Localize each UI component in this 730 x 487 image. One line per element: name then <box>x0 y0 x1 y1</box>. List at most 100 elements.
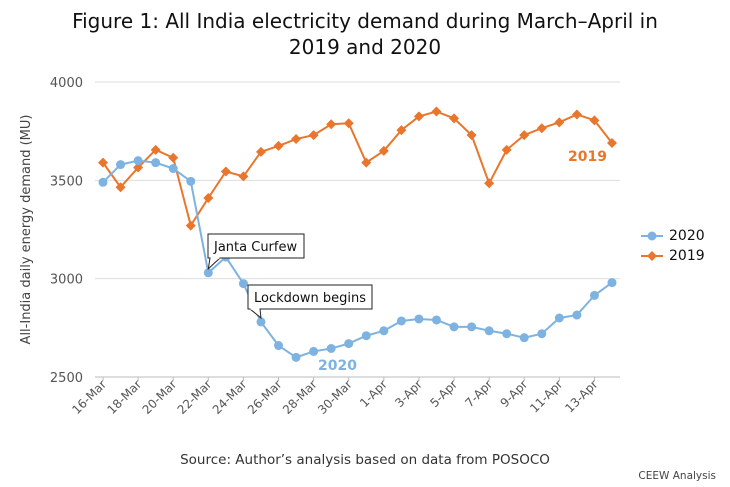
point-2020 <box>238 279 248 289</box>
x-tick-label: 26-Mar <box>245 377 285 417</box>
point-2020 <box>449 322 459 332</box>
x-tick-label: 28-Mar <box>280 377 320 417</box>
x-tick-label: 11-Apr <box>527 377 565 415</box>
title-line-1: Figure 1: All India electricity demand d… <box>72 9 658 33</box>
point-2019 <box>413 111 424 122</box>
point-2020 <box>274 341 284 351</box>
point-2020 <box>607 278 617 288</box>
point-2020 <box>554 313 564 323</box>
annotation-box <box>207 233 305 259</box>
point-2019 <box>273 140 284 151</box>
point-2020 <box>502 329 512 339</box>
credit-note: CEEW Analysis <box>638 470 716 482</box>
point-2019 <box>484 178 495 189</box>
legend: 2020 2019 <box>641 226 705 266</box>
point-2020 <box>98 177 108 187</box>
point-2020 <box>168 164 178 174</box>
legend-label-2020: 2020 <box>669 228 705 244</box>
point-2019 <box>255 146 266 157</box>
point-2020 <box>291 352 301 362</box>
x-tick-label: 18-Mar <box>104 377 144 417</box>
point-2019 <box>607 137 617 148</box>
series-label-2019: 2019 <box>568 149 607 165</box>
point-2020 <box>151 158 161 168</box>
legend-label-2019: 2019 <box>669 248 705 264</box>
point-2020 <box>414 314 424 324</box>
series-line-2020 <box>102 159 613 359</box>
point-2019 <box>571 109 582 120</box>
point-2019 <box>554 117 565 128</box>
point-2020 <box>572 310 582 320</box>
point-2019 <box>589 115 600 126</box>
point-2020 <box>379 326 389 336</box>
point-2019 <box>449 113 460 124</box>
point-2020 <box>537 329 547 339</box>
annotation-pointer <box>249 308 262 320</box>
point-2020 <box>589 290 599 300</box>
point-2019 <box>343 118 354 129</box>
annotation-callout: Lockdown begins <box>247 284 373 320</box>
point-2020 <box>116 160 126 170</box>
point-2020 <box>309 346 319 356</box>
point-2019 <box>536 123 547 134</box>
point-2019 <box>361 157 372 168</box>
annotation-text: Lockdown begins <box>254 291 366 306</box>
chart-title: Figure 1: All India electricity demand d… <box>0 8 730 60</box>
point-2020 <box>361 331 371 341</box>
point-2019 <box>185 220 196 231</box>
point-2019 <box>150 144 161 155</box>
annotation-box <box>247 284 373 310</box>
x-tick-label: 5-Apr <box>427 377 460 410</box>
series-label-2020: 2020 <box>318 358 357 374</box>
x-tick-label: 7-Apr <box>462 377 495 410</box>
annotation-text: Janta Curfew <box>213 240 297 255</box>
point-2019 <box>326 119 337 130</box>
point-2019 <box>168 152 179 163</box>
point-2019 <box>238 171 249 182</box>
y-tick-label: 3000 <box>50 273 83 288</box>
point-2020 <box>326 343 336 353</box>
annotation-pointer <box>207 257 221 271</box>
point-2019 <box>98 157 108 168</box>
point-2019 <box>133 162 144 173</box>
y-tick-label: 4000 <box>50 76 83 91</box>
x-tick-label: 1-Apr <box>357 377 390 410</box>
x-tick-label: 3-Apr <box>392 377 425 410</box>
point-2019 <box>115 182 126 193</box>
source-note: Source: Author’s analysis based on data … <box>180 452 550 468</box>
point-2020 <box>203 268 213 278</box>
point-2019 <box>431 106 442 117</box>
point-2019 <box>308 130 319 141</box>
point-2020 <box>186 176 196 186</box>
legend-swatch-2020 <box>641 231 663 241</box>
x-tick-label: 9-Apr <box>498 377 531 410</box>
series-line-2019 <box>102 110 613 229</box>
x-tick-label: 24-Mar <box>210 377 250 417</box>
point-2019 <box>519 130 530 141</box>
annotation-callout: Janta Curfew <box>207 233 305 271</box>
point-2019 <box>378 145 389 156</box>
point-2019 <box>291 134 302 145</box>
point-2020 <box>133 156 143 166</box>
legend-item-2019[interactable]: 2019 <box>641 246 705 266</box>
point-2020 <box>467 322 477 332</box>
title-line-2: 2019 and 2020 <box>288 35 442 59</box>
point-2019 <box>220 166 231 177</box>
x-tick-label: 13-Apr <box>562 377 600 415</box>
point-2020 <box>256 317 266 327</box>
x-tick-label: 22-Mar <box>175 377 215 417</box>
y-tick-label: 2500 <box>50 371 83 386</box>
point-2020 <box>396 316 406 326</box>
point-2019 <box>396 125 407 136</box>
point-2019 <box>466 130 477 141</box>
point-2019 <box>501 144 512 155</box>
x-tick-label: 30-Mar <box>315 377 355 417</box>
legend-item-2020[interactable]: 2020 <box>641 226 705 246</box>
point-2020 <box>344 339 354 349</box>
y-tick-label: 3500 <box>50 174 83 189</box>
point-2020 <box>484 326 494 336</box>
legend-swatch-2019 <box>641 251 663 261</box>
point-2020 <box>431 315 441 325</box>
x-tick-label: 20-Mar <box>140 377 180 417</box>
